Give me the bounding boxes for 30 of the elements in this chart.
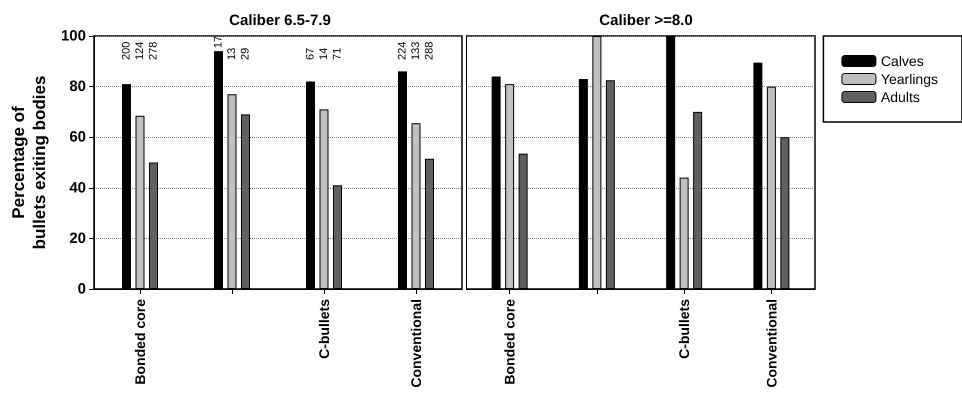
annotation: 13 (226, 48, 238, 60)
legend-label: Calves (880, 53, 924, 69)
y-axis-title: Percentage of bullets exiting bodies (9, 76, 49, 250)
x-tick-label: Conventional (408, 299, 424, 388)
y-tick-label: 100 (60, 28, 86, 44)
x-tick-label: C-bullets (676, 298, 692, 359)
annotation: 200 (120, 42, 132, 60)
x-tick-label: Bonded core (502, 298, 518, 385)
annotation: 224 (396, 42, 408, 60)
y-tick-label: 60 (69, 128, 86, 146)
y-tick-label: 80 (69, 78, 86, 96)
annotation: 14 (318, 48, 330, 60)
chart-title: Caliber 6.5-7.9 (229, 12, 331, 29)
y-tick-label: 20 (69, 230, 86, 247)
chart-title: Caliber >=8.0 (599, 12, 693, 29)
annotation: 288 (424, 42, 436, 60)
y-tick-label: 0 (78, 280, 86, 298)
annotation: 71 (332, 48, 344, 60)
annotation: 133 (410, 42, 422, 60)
y-tick-label: 40 (69, 179, 86, 196)
x-tick-label: C-bullets (316, 298, 332, 359)
x-tick-label: Conventional (763, 299, 780, 388)
x-tick-label: Bonded core (132, 298, 148, 385)
legend-label: Adults (880, 89, 920, 105)
annotation: 124 (134, 42, 146, 60)
annotation: 67 (304, 48, 316, 60)
annotation: 29 (240, 48, 252, 60)
legend-label: Yearlings (880, 71, 938, 87)
annotation: 17 (212, 36, 224, 48)
annotation: 278 (148, 42, 160, 60)
